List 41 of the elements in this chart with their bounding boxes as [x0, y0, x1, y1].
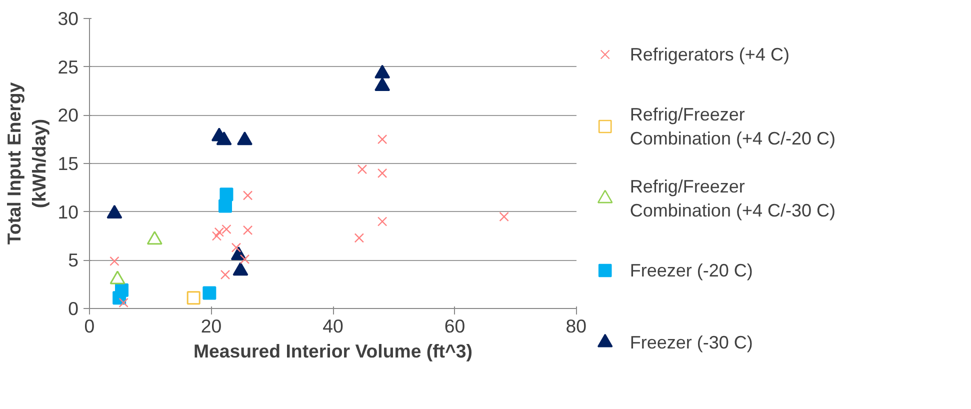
point [377, 134, 388, 144]
point [499, 212, 509, 222]
point [202, 286, 216, 300]
y-axis-title: Total Input Energy (kWh/day) [4, 82, 50, 245]
legend-label: Refrig/Freezer Combination (+4 C/-20 C) [630, 104, 836, 148]
x-tick-label: 60 [444, 316, 466, 336]
point [240, 254, 250, 264]
x-tick-label: 20 [200, 316, 222, 336]
point [216, 131, 232, 146]
x-tick-label: 80 [566, 316, 587, 336]
x-axis-title: Measured Interior Volume (ft^3) [193, 340, 473, 362]
point [220, 270, 230, 280]
y-tick-label: 25 [58, 56, 79, 78]
point [218, 199, 232, 213]
x-tick-label: 0 [84, 316, 95, 336]
point [242, 225, 253, 236]
y-tick-label: 5 [68, 250, 79, 271]
point [112, 291, 126, 305]
point [110, 256, 120, 266]
point [186, 291, 200, 305]
point [374, 77, 390, 91]
x-tick-label: 40 [322, 316, 344, 336]
y-tick-label: 30 [58, 8, 79, 29]
point [236, 131, 252, 146]
y-tick-label: 15 [58, 153, 79, 174]
legend-label: Freezer (-30 C) [630, 332, 753, 352]
point [377, 216, 388, 226]
point [374, 64, 390, 78]
legend-label: Freezer (-20 C) [630, 260, 753, 280]
y-tick-label: 0 [68, 298, 79, 319]
y-tick-label: 20 [58, 104, 79, 126]
point [354, 233, 364, 243]
point [377, 168, 388, 178]
point [220, 188, 234, 202]
point [357, 164, 368, 174]
point [212, 231, 222, 241]
legend-label: Refrigerators (+4 C) [630, 44, 790, 64]
point [231, 242, 242, 252]
y-tick-label: 10 [58, 201, 79, 222]
point [242, 190, 253, 200]
legend-label: Refrig/Freezer Combination (+4 C/-30 C) [630, 176, 836, 220]
